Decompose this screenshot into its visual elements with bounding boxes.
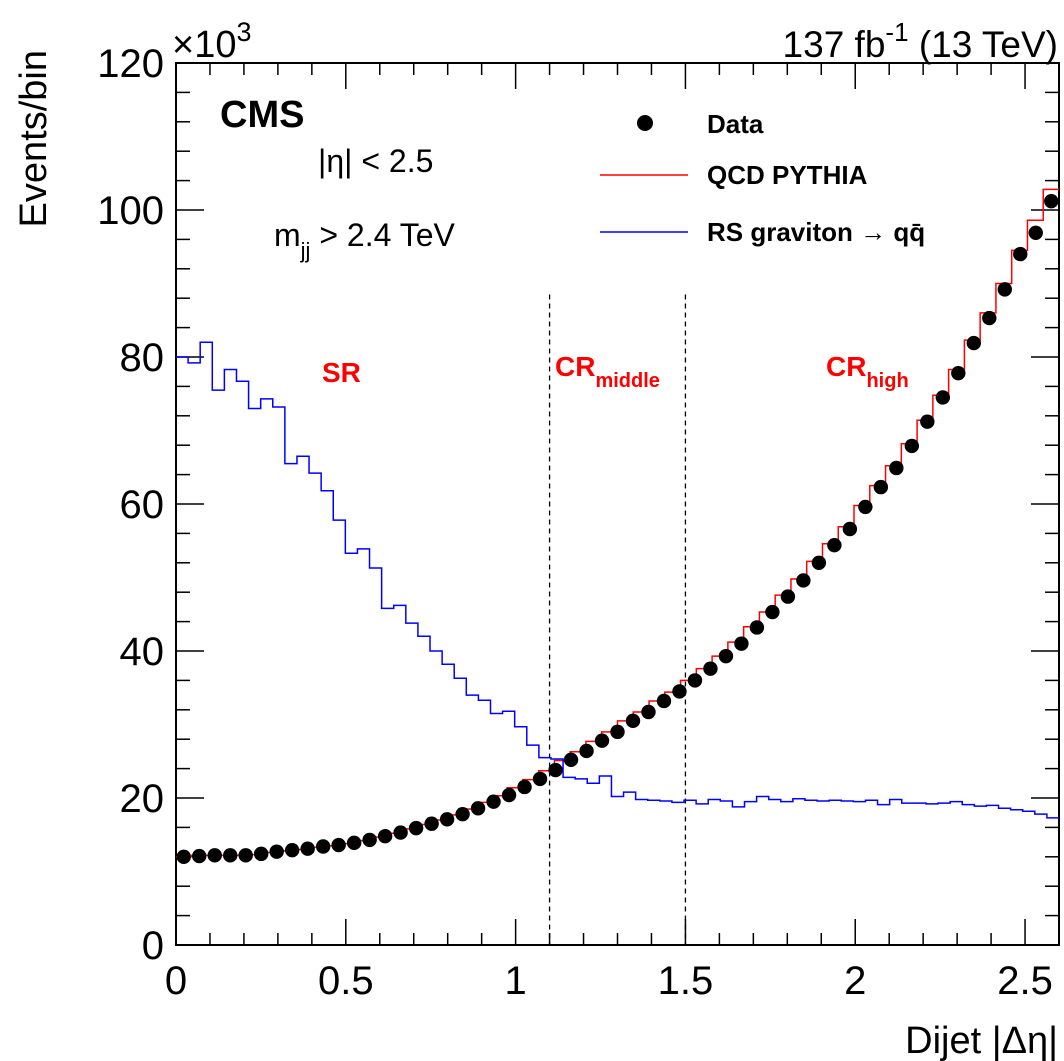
data-point [300,841,315,856]
data-point [625,713,641,729]
data-point [687,673,703,688]
data-point [796,573,811,588]
data-point [734,636,749,651]
data-point [377,829,393,844]
y-tick-label: 40 [120,630,165,674]
legend-qcd-label: QCD PYTHIA [707,160,868,190]
eta-cut-label: |η| < 2.5 [318,143,433,179]
data-point [904,438,920,454]
rs-graviton-histogram [176,341,1059,819]
data-point [455,806,470,822]
data-point [207,848,222,863]
data-point [269,844,284,859]
x-tick-label: 2 [844,959,866,1003]
legend: Data QCD PYTHIA RS graviton → qq̄ [600,109,925,247]
data-point [362,832,377,848]
data-point [889,460,904,476]
y-tick-label: 20 [120,777,165,821]
data-point [997,282,1012,297]
data-point [641,704,656,720]
data-point [346,835,362,851]
data-point [811,555,827,570]
mjj-cut-label: mjj > 2.4 TeV [274,217,456,263]
y-tick-label: 0 [142,924,164,968]
data-point [486,794,501,809]
data-point [315,839,331,854]
x-tick-label: 1.5 [658,959,714,1003]
data-point [873,479,889,495]
plot-frame [175,62,1060,946]
sr-region-label: SR [322,357,361,388]
x-tick-label: 1 [504,959,526,1003]
y-tick-label: 120 [97,42,164,86]
data-point [656,693,672,709]
data-point [920,414,935,429]
data-point [238,848,253,863]
legend-data-marker [637,115,653,131]
data-point [827,537,842,553]
data-point [966,335,981,351]
data-point [858,499,873,515]
data-point [501,787,517,803]
x-tick-label: 0 [165,959,187,1003]
data-point [563,752,579,767]
data-point [1044,193,1059,209]
data-point [982,310,997,326]
data-point [223,848,238,863]
data-point [579,743,594,759]
data-point [532,771,548,787]
data-point [470,801,486,816]
legend-data-label: Data [707,109,764,139]
data-point [439,812,455,827]
data-point [331,837,346,853]
data-point [749,620,765,635]
data-point [935,390,951,405]
data-point [780,589,796,604]
x-tick-label: 2.5 [997,959,1053,1003]
y-multiplier-exponent: 3 [236,17,251,47]
y-tick-label: 60 [120,483,165,527]
x-axis-title: Dijet |Δη| [905,1020,1058,1061]
data-point [393,825,408,840]
luminosity-label: 137 fb-1 (13 TeV) [783,17,1058,65]
data-point [703,661,718,676]
data-point [284,842,300,858]
y-axis-title: Events/bin [13,50,55,227]
data-point [408,820,424,836]
legend-rs-label: RS graviton → qq̄ [707,217,925,247]
y-tick-label: 80 [120,336,165,380]
data-point [594,733,610,748]
y-multiplier: ×103 [172,17,252,66]
y-tick-label: 100 [97,189,164,233]
data-point [424,816,439,831]
data-point [951,365,966,381]
data-point [610,724,625,740]
data-point [765,604,780,620]
data-point [1013,246,1028,262]
x-tick-label: 0.5 [318,959,374,1003]
data-point [842,521,858,537]
data-point [1028,225,1043,240]
cr-high-region-label: CRhigh [826,351,909,392]
experiment-label: CMS [220,94,304,136]
qcd-pythia-histogram [176,188,1059,858]
data-point [192,848,207,864]
data-point [254,846,269,862]
data-point [548,762,563,778]
data-point [176,849,191,864]
data-point [672,684,687,699]
plot-layer: 0 0.5 1 1.5 2 2.5 0 20 40 60 80 100 120 [97,42,1060,1003]
cr-middle-region-label: CRmiddle [555,351,660,392]
data-point [517,779,532,795]
data-point [718,648,734,664]
